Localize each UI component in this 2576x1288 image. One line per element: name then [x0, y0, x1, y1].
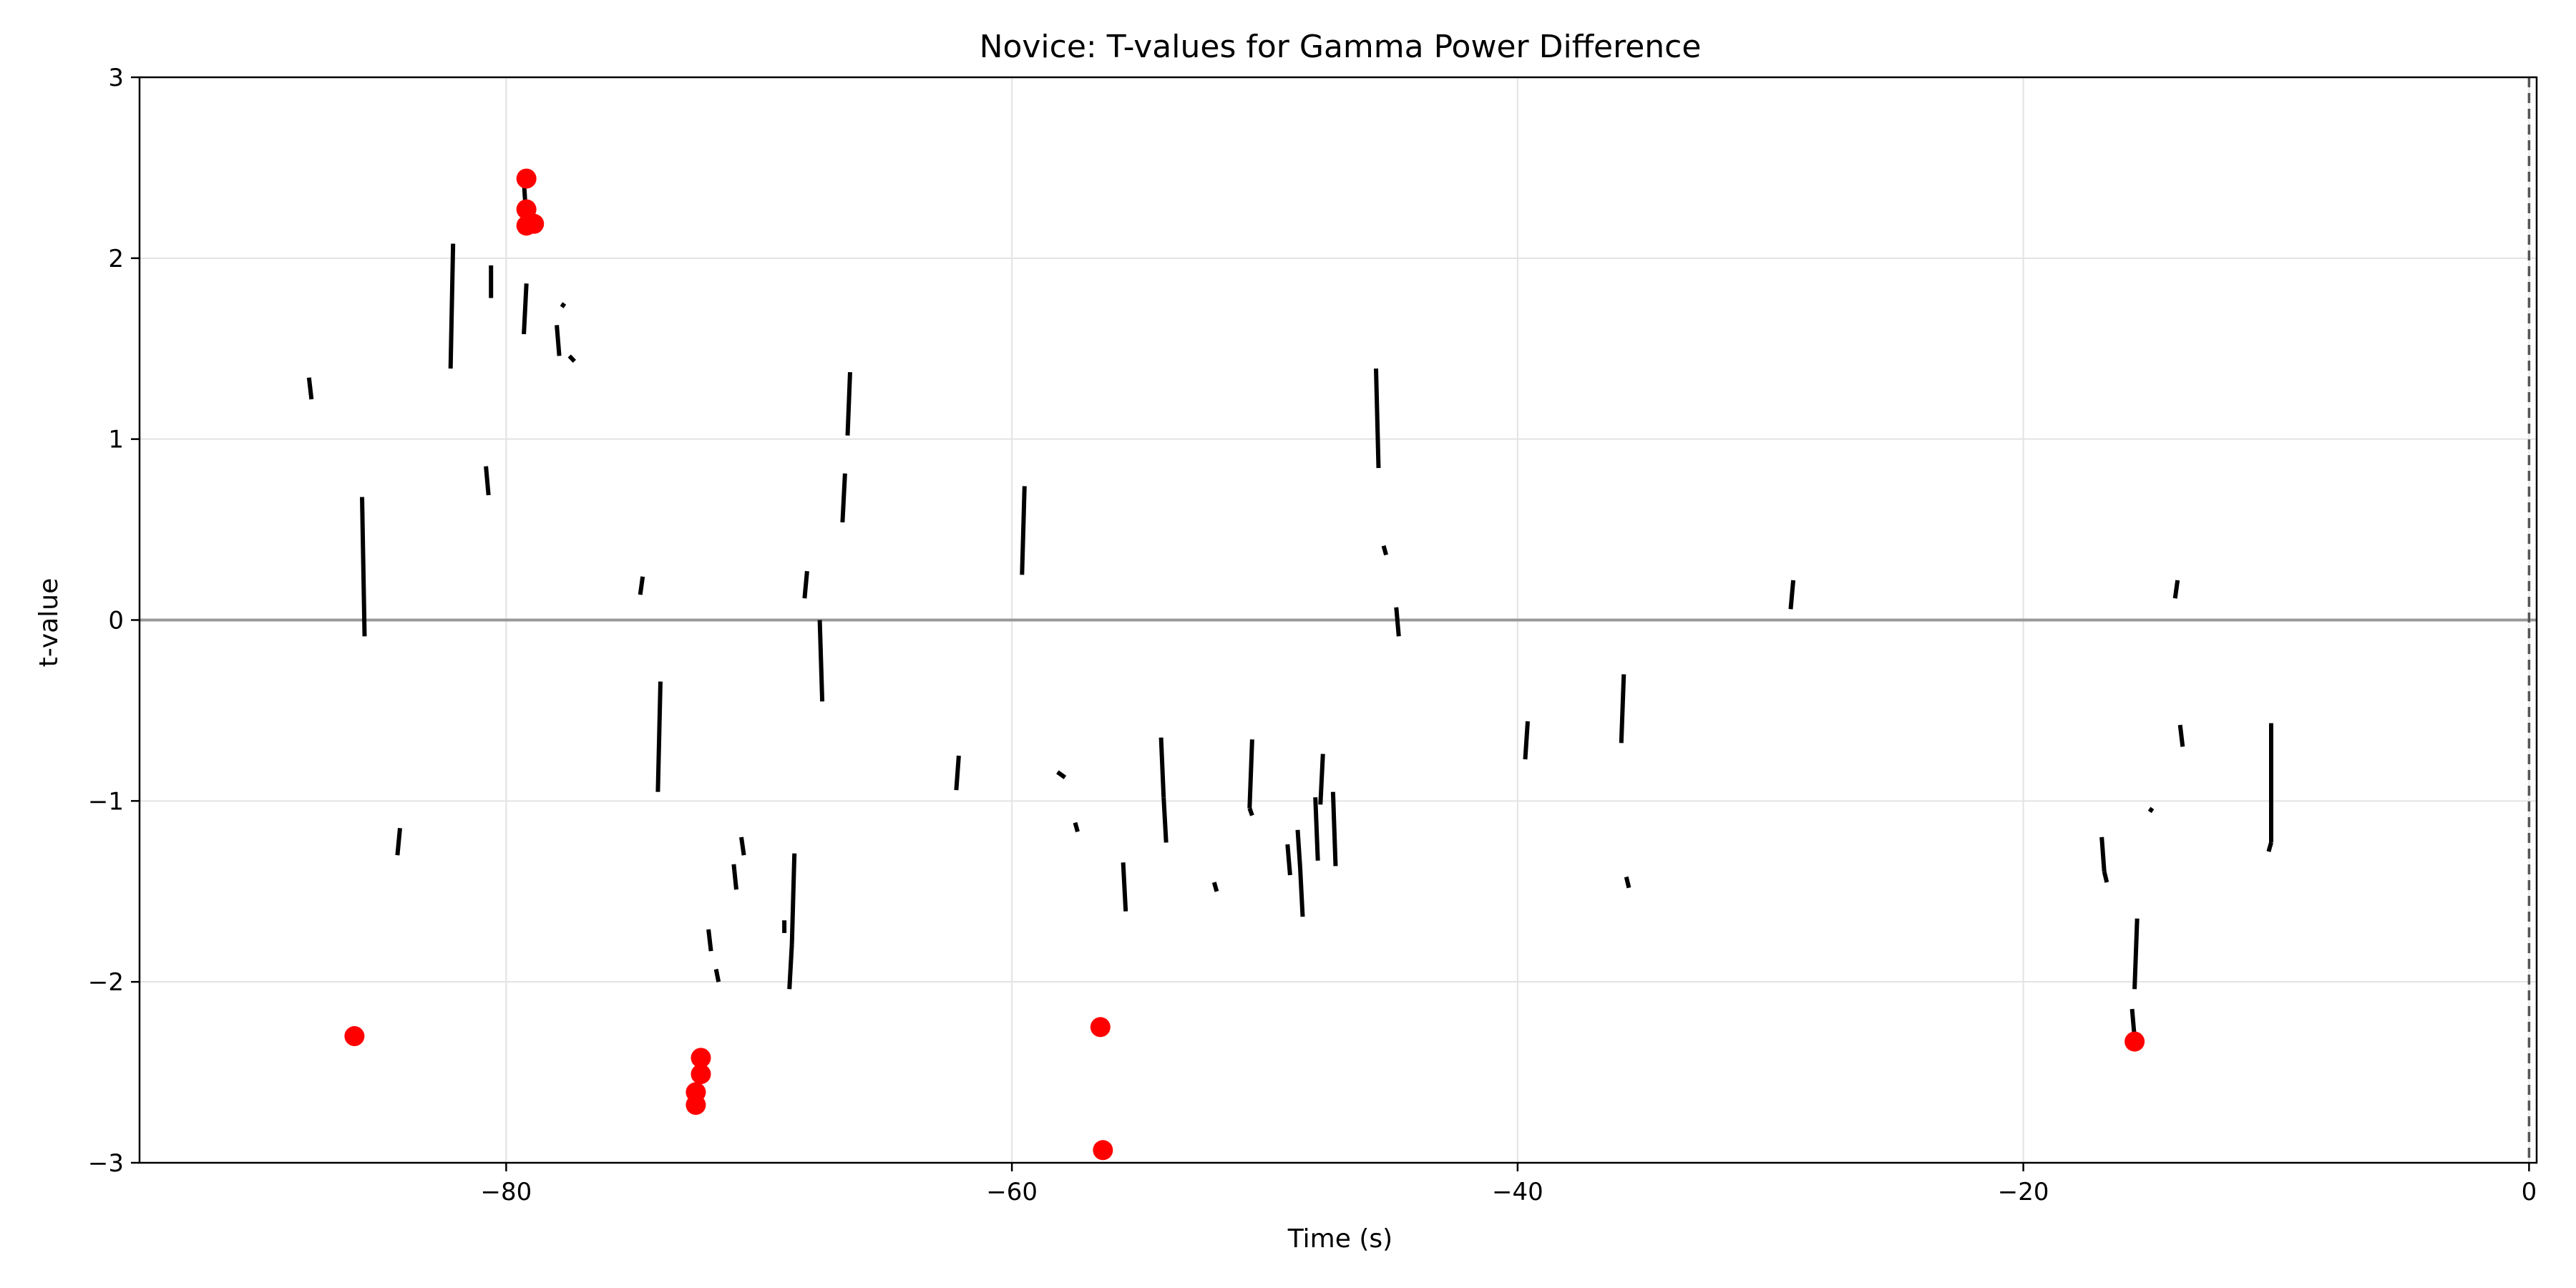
tvalue-segment	[1523, 721, 1530, 760]
tvalue-segment	[2099, 836, 2107, 872]
significant-point	[516, 168, 537, 189]
tvalue-segment	[1247, 807, 1254, 816]
tvalue-segment	[1158, 737, 1166, 798]
tvalue-segment	[655, 681, 663, 792]
tvalue-segment	[1330, 791, 1338, 867]
tvalue-segment	[306, 377, 314, 400]
significant-point	[1090, 1017, 1111, 1038]
tvalue-segment	[1788, 580, 1796, 610]
tvalue-segment	[1374, 369, 1381, 469]
tvalue-line-series	[306, 180, 2273, 1038]
significant-points-series	[344, 168, 2145, 1161]
tvalue-segment	[1313, 797, 1320, 861]
tvalue-segment	[713, 968, 721, 982]
y-tick-label: −1	[88, 787, 124, 816]
significant-point	[516, 215, 537, 236]
x-tick-label: 0	[2522, 1178, 2537, 1206]
tvalue-segment	[1073, 821, 1080, 833]
tvalue-segment	[1285, 844, 1292, 876]
chart-title: Novice: T-values for Gamma Power Differe…	[980, 29, 1702, 65]
tvalue-segment	[1056, 770, 1067, 779]
tvalue-segment	[1121, 862, 1128, 912]
tvalue-segment	[1298, 867, 1305, 917]
tvalue-segment	[2147, 806, 2155, 814]
tvalue-segment	[840, 473, 847, 523]
tvalue-segment	[522, 283, 529, 335]
tvalue-segment	[845, 371, 852, 436]
y-tick-label: 3	[108, 64, 124, 92]
y-tick-label: −3	[88, 1149, 124, 1178]
tvalue-segment	[2177, 724, 2185, 747]
y-tick-label: −2	[88, 968, 124, 997]
x-axis-label: Time (s)	[1287, 1224, 1392, 1254]
tvalue-segment	[555, 325, 562, 356]
significant-point	[2124, 1031, 2145, 1052]
tvalue-segment	[787, 943, 794, 990]
y-tick-label: 2	[108, 245, 124, 273]
x-tick-label: −20	[1998, 1178, 2049, 1206]
tvalue-segment	[1619, 674, 1626, 743]
tvalue-segment	[731, 864, 738, 890]
tvalue-segment	[954, 755, 961, 791]
tvalue-segment	[817, 620, 825, 702]
x-tick-label: −40	[1492, 1178, 1543, 1206]
y-tick-label: 1	[108, 426, 124, 454]
tvalue-segment	[484, 466, 491, 496]
tvalue-segment	[1318, 753, 1325, 805]
tvalue-segment	[2266, 841, 2273, 852]
y-tick-label: 0	[108, 607, 124, 635]
tvalue-segment	[2132, 918, 2140, 990]
tvalue-segment	[802, 570, 809, 599]
tvalue-segment	[638, 576, 645, 595]
y-axis-label: t-value	[34, 578, 64, 667]
tvalue-segment	[1381, 545, 1388, 556]
tvalue-segment	[2102, 871, 2109, 883]
tvalue-segment	[1020, 486, 1027, 575]
significant-point	[691, 1064, 711, 1085]
tvalue-segment	[706, 929, 713, 952]
significant-point	[344, 1026, 365, 1047]
y-axis-ticks: −3 −2 −1 0 1 2 3	[88, 64, 140, 1178]
significant-point	[691, 1048, 711, 1068]
x-axis-ticks: −80 −60 −40 −20 0	[481, 1163, 2537, 1206]
tvalue-segment	[789, 853, 797, 945]
tvalue-segment	[1211, 882, 1219, 892]
tvalue-segment	[1161, 797, 1169, 843]
x-tick-label: −80	[481, 1178, 532, 1206]
tvalue-segment	[1394, 607, 1401, 637]
reference-lines	[140, 77, 2537, 1163]
tvalue-segment	[560, 302, 567, 308]
significant-point	[1093, 1140, 1113, 1161]
tvalue-segment	[2172, 580, 2180, 599]
tvalue-segment	[448, 243, 456, 369]
tvalue-segment	[1624, 876, 1631, 889]
tvalue-segment	[567, 354, 576, 363]
tvalue-segment	[395, 828, 402, 856]
tvalue-segment	[360, 497, 367, 637]
tvalue-segment	[1247, 739, 1254, 809]
tvalue-segment	[1295, 829, 1302, 869]
x-tick-label: −60	[986, 1178, 1038, 1206]
significant-point	[686, 1095, 706, 1116]
tvalue-segment	[739, 836, 746, 856]
